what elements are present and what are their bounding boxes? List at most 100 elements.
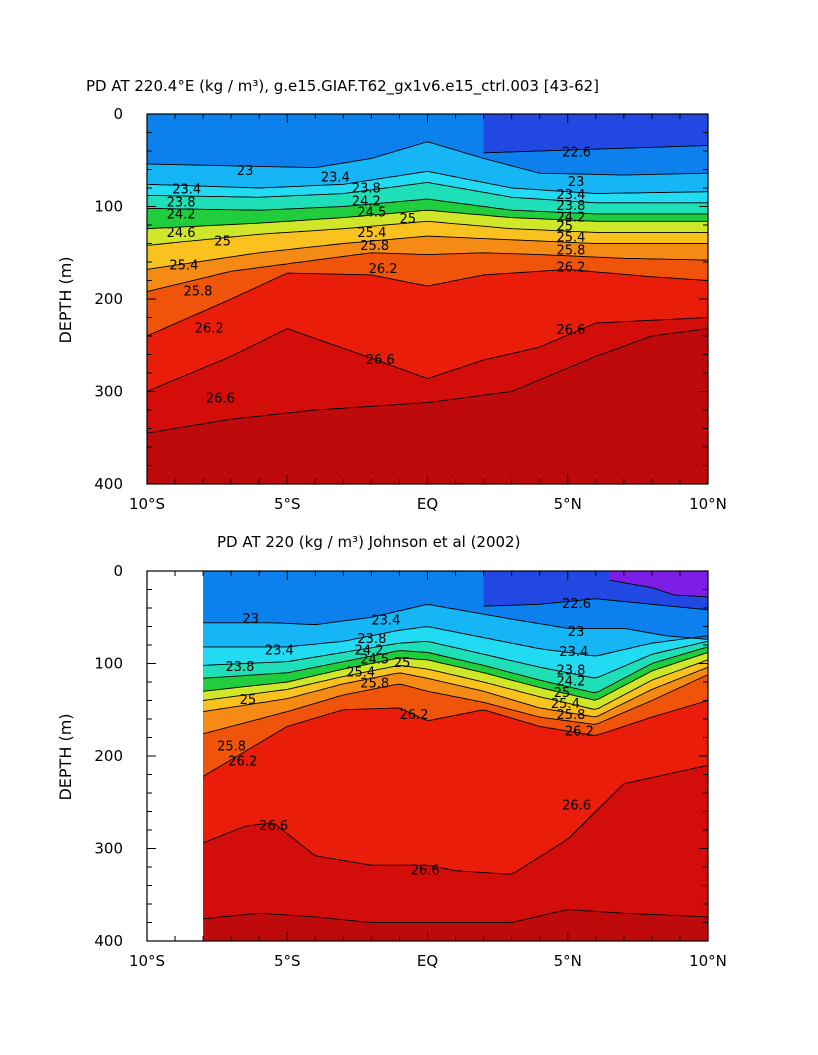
x-tick-label: 5°S bbox=[274, 952, 301, 970]
contour-label: 25.8 bbox=[557, 708, 586, 723]
contour-label: 26.2 bbox=[369, 262, 398, 277]
x-tick-label: 5°N bbox=[554, 952, 582, 970]
y-tick-label: 100 bbox=[94, 655, 123, 673]
y-tick-label: 0 bbox=[113, 105, 123, 123]
contour-label: 25.8 bbox=[557, 244, 586, 259]
contour-label: 26.2 bbox=[400, 708, 429, 723]
contour-label: 23.8 bbox=[557, 664, 586, 679]
density-band-22.2 bbox=[609, 571, 708, 597]
contour-label: 24.5 bbox=[360, 653, 389, 668]
isopycnal-23.0 bbox=[203, 604, 708, 640]
contour-label: 25.8 bbox=[184, 284, 213, 299]
contour-label: 23.8 bbox=[167, 196, 196, 211]
x-tick-label: 5°S bbox=[274, 495, 301, 513]
contour-label: 26.2 bbox=[228, 754, 257, 769]
contour-label: 25.4 bbox=[557, 231, 586, 246]
y-tick-label: 0 bbox=[113, 562, 123, 580]
y-tick-label: 100 bbox=[94, 198, 123, 216]
contour-label: 22.6 bbox=[562, 146, 591, 161]
contour-label: 25.4 bbox=[357, 226, 386, 241]
contour-label: 23.4 bbox=[557, 188, 586, 203]
model-panel-ylabel: DEPTH (m) bbox=[56, 256, 75, 343]
observed-panel-ylabel: DEPTH (m) bbox=[56, 713, 75, 800]
isopycnal-23.8 bbox=[147, 181, 708, 204]
isopycnal-25.8 bbox=[147, 252, 708, 293]
isopycnal-25.4 bbox=[147, 235, 708, 270]
contour-label: 25.8 bbox=[360, 677, 389, 692]
contour-label: 25.8 bbox=[217, 740, 246, 755]
isopycnal-22.6 bbox=[483, 598, 708, 611]
y-tick-label: 200 bbox=[94, 747, 123, 765]
contour-label: 24.6 bbox=[167, 226, 196, 241]
contour-label: 25.4 bbox=[346, 666, 375, 681]
density-band-22.6 bbox=[483, 114, 708, 153]
isopycnal-26.2 bbox=[203, 700, 708, 777]
contour-label: 26.6 bbox=[411, 863, 440, 878]
contour-label: 26.2 bbox=[565, 725, 594, 740]
contour-label: 25 bbox=[240, 693, 257, 708]
contour-label: 26.6 bbox=[206, 392, 235, 407]
isopycnal-22.2 bbox=[609, 579, 708, 598]
contour-label: 24.2 bbox=[557, 210, 586, 225]
isopycnal-27.0 bbox=[147, 328, 708, 434]
isopycnal-22.6 bbox=[483, 144, 708, 154]
y-tick-label: 200 bbox=[94, 290, 123, 308]
isopycnal-26.6 bbox=[203, 764, 708, 875]
model-plot-area: 2323.423.824.224.62525.425.826.226.623.4… bbox=[94, 105, 727, 513]
isopycnal-24.2 bbox=[147, 198, 708, 215]
model-panel-title: PD AT 220.4°E (kg / m³), g.e15.GIAF.T62_… bbox=[86, 77, 599, 96]
isopycnal-26.6 bbox=[147, 317, 708, 392]
isopycnal-23.8 bbox=[203, 640, 708, 679]
contour-label: 24.2 bbox=[167, 208, 196, 223]
observed-plot-area: 2323.423.82525.826.226.623.423.824.224.5… bbox=[94, 562, 727, 970]
contour-label: 26.6 bbox=[366, 353, 395, 368]
contour-label: 25 bbox=[554, 686, 571, 701]
contour-label: 25 bbox=[557, 220, 574, 235]
contour-label: 26.2 bbox=[557, 260, 586, 275]
contour-label: 24.2 bbox=[355, 643, 384, 658]
x-tick-label: 10°S bbox=[129, 952, 165, 970]
isopycnal-25.0 bbox=[203, 659, 708, 710]
y-tick-label: 300 bbox=[94, 383, 123, 401]
contour-label: 23 bbox=[242, 612, 259, 627]
x-tick-label: 10°S bbox=[129, 495, 165, 513]
contour-label: 26.6 bbox=[557, 323, 586, 338]
contour-label: 24.2 bbox=[557, 675, 586, 690]
isopycnal-24.6 bbox=[147, 209, 708, 230]
x-tick-label: EQ bbox=[417, 952, 438, 970]
x-tick-label: 5°N bbox=[554, 495, 582, 513]
isopycnal-24.6 bbox=[203, 651, 708, 701]
contour-label: 23.8 bbox=[226, 660, 255, 675]
isopycnal-27.0 bbox=[203, 909, 708, 923]
contour-label: 25 bbox=[394, 656, 411, 671]
observed-density-panel: PD AT 220 (kg / m³) Johnson et al (2002)… bbox=[56, 533, 727, 970]
model-density-panel: PD AT 220.4°E (kg / m³), g.e15.GIAF.T62_… bbox=[56, 77, 727, 513]
isopycnal-23.4 bbox=[203, 626, 708, 657]
contour-label: 25.8 bbox=[360, 239, 389, 254]
contour-label: 24.5 bbox=[357, 206, 386, 221]
x-tick-label: 10°N bbox=[689, 495, 727, 513]
contour-label: 23 bbox=[568, 625, 585, 640]
contour-label: 26.2 bbox=[195, 321, 224, 336]
contour-label: 25 bbox=[400, 212, 417, 227]
contour-label: 25.4 bbox=[169, 258, 198, 273]
contour-label: 25 bbox=[214, 234, 231, 249]
contour-label: 23.4 bbox=[321, 171, 350, 186]
contour-label: 23.8 bbox=[557, 199, 586, 214]
y-tick-label: 400 bbox=[94, 475, 123, 493]
contour-label: 23.4 bbox=[559, 645, 588, 660]
contour-label: 25.4 bbox=[551, 697, 580, 712]
x-tick-label: EQ bbox=[417, 495, 438, 513]
isopycnal-25.4 bbox=[203, 666, 708, 718]
y-tick-label: 400 bbox=[94, 932, 123, 950]
contour-label: 23.8 bbox=[352, 182, 381, 197]
observed-panel-title: PD AT 220 (kg / m³) Johnson et al (2002) bbox=[217, 533, 520, 551]
isopycnal-25.8 bbox=[203, 674, 708, 735]
y-tick-label: 300 bbox=[94, 840, 123, 858]
contour-label: 23.4 bbox=[172, 183, 201, 198]
isopycnal-24.2 bbox=[203, 646, 708, 694]
contour-label: 23 bbox=[237, 164, 254, 179]
contour-label: 23.8 bbox=[357, 632, 386, 647]
isopycnal-23.0 bbox=[147, 141, 708, 176]
contour-label: 26.6 bbox=[562, 799, 591, 814]
